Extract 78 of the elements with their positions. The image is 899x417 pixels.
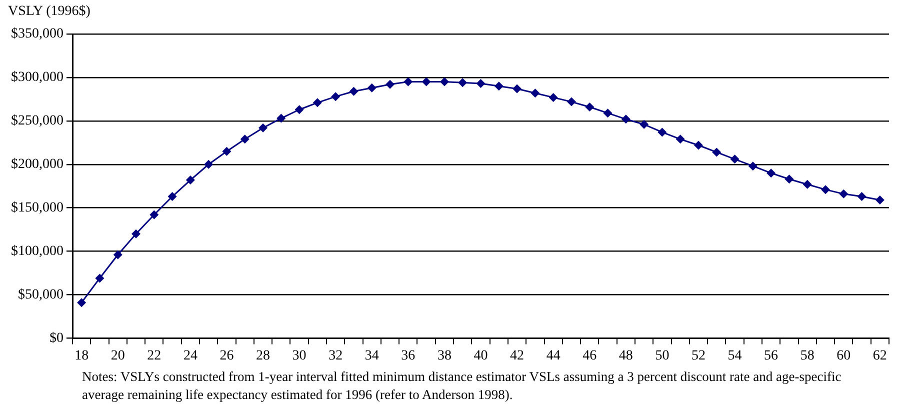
point bbox=[77, 298, 86, 308]
x-tick-label: 58 bbox=[800, 348, 814, 364]
point bbox=[95, 274, 104, 283]
point bbox=[494, 82, 504, 91]
point bbox=[404, 77, 413, 86]
point bbox=[512, 84, 522, 94]
x-tick-label: 50 bbox=[655, 348, 670, 364]
point bbox=[621, 114, 630, 124]
point bbox=[676, 134, 685, 144]
x-tick-label: 34 bbox=[364, 348, 379, 364]
x-tick-label: 48 bbox=[618, 348, 633, 364]
x-tick-label: 20 bbox=[110, 348, 125, 364]
point bbox=[113, 250, 122, 260]
point bbox=[294, 105, 304, 114]
point bbox=[204, 160, 214, 169]
x-tick-label: 44 bbox=[546, 348, 560, 364]
y-axis-title: VSLY (1996$) bbox=[8, 4, 90, 20]
point bbox=[258, 123, 268, 132]
point bbox=[458, 78, 468, 88]
point bbox=[658, 128, 667, 137]
point bbox=[422, 77, 431, 86]
x-tick-label: 32 bbox=[328, 348, 343, 364]
y-tick-label: $300,000 bbox=[11, 70, 64, 86]
point bbox=[222, 146, 232, 156]
y-tick-label: $150,000 bbox=[11, 200, 64, 216]
y-tick-label: $350,000 bbox=[11, 26, 64, 42]
point bbox=[440, 77, 449, 86]
x-tick-label: 52 bbox=[691, 348, 706, 364]
x-tick-label: 36 bbox=[401, 348, 416, 364]
x-tick-label: 62 bbox=[872, 348, 887, 364]
x-tick-label: 46 bbox=[582, 348, 597, 364]
y-tick-label: $250,000 bbox=[11, 114, 64, 129]
y-tick-label: $0 bbox=[50, 330, 64, 346]
y-tick-label: $50,000 bbox=[18, 287, 64, 302]
point bbox=[566, 97, 576, 106]
x-tick-label: 54 bbox=[728, 348, 742, 364]
point bbox=[820, 185, 830, 194]
point bbox=[585, 102, 594, 112]
point bbox=[331, 92, 340, 102]
point bbox=[168, 192, 177, 202]
x-tick-label: 56 bbox=[764, 348, 778, 364]
point bbox=[386, 80, 395, 89]
point bbox=[132, 229, 141, 238]
point bbox=[476, 79, 486, 88]
point bbox=[276, 114, 286, 123]
x-tick-label: 60 bbox=[836, 348, 851, 364]
point bbox=[150, 210, 159, 220]
point bbox=[186, 176, 195, 185]
point bbox=[603, 108, 612, 118]
point bbox=[312, 98, 322, 108]
point bbox=[857, 192, 866, 202]
point bbox=[748, 162, 758, 171]
point bbox=[875, 196, 884, 205]
point bbox=[784, 174, 794, 184]
point bbox=[240, 134, 250, 144]
x-tick-label: 38 bbox=[437, 348, 452, 364]
y-tick-label: $200,000 bbox=[11, 157, 64, 172]
x-tick-label: 30 bbox=[292, 348, 306, 364]
x-tick-label: 22 bbox=[147, 348, 162, 364]
y-tick-label: $100,000 bbox=[11, 244, 64, 259]
point bbox=[349, 86, 358, 96]
point bbox=[802, 180, 812, 189]
x-tick-label: 26 bbox=[220, 348, 234, 364]
point bbox=[530, 88, 540, 98]
text: Notes: VSLYs constructed from 1-year interval fitted minimum distance estimator VSLs assuming a 3 percent discount rate and age-specific average remaining life expectancy estimated for 1996 (refer to Anderson 1998). bbox=[82, 368, 842, 404]
point bbox=[712, 148, 722, 157]
x-tick-label: 18 bbox=[74, 348, 89, 364]
point bbox=[694, 140, 703, 150]
point bbox=[839, 189, 848, 198]
x-tick-label: 28 bbox=[256, 348, 270, 364]
point bbox=[640, 120, 649, 129]
x-tick-label: 40 bbox=[474, 348, 488, 364]
point bbox=[766, 168, 776, 178]
point bbox=[730, 154, 740, 164]
point bbox=[367, 83, 376, 92]
x-tick-label: 24 bbox=[183, 348, 198, 364]
x-tick-label: 42 bbox=[510, 348, 524, 364]
point bbox=[548, 92, 558, 102]
